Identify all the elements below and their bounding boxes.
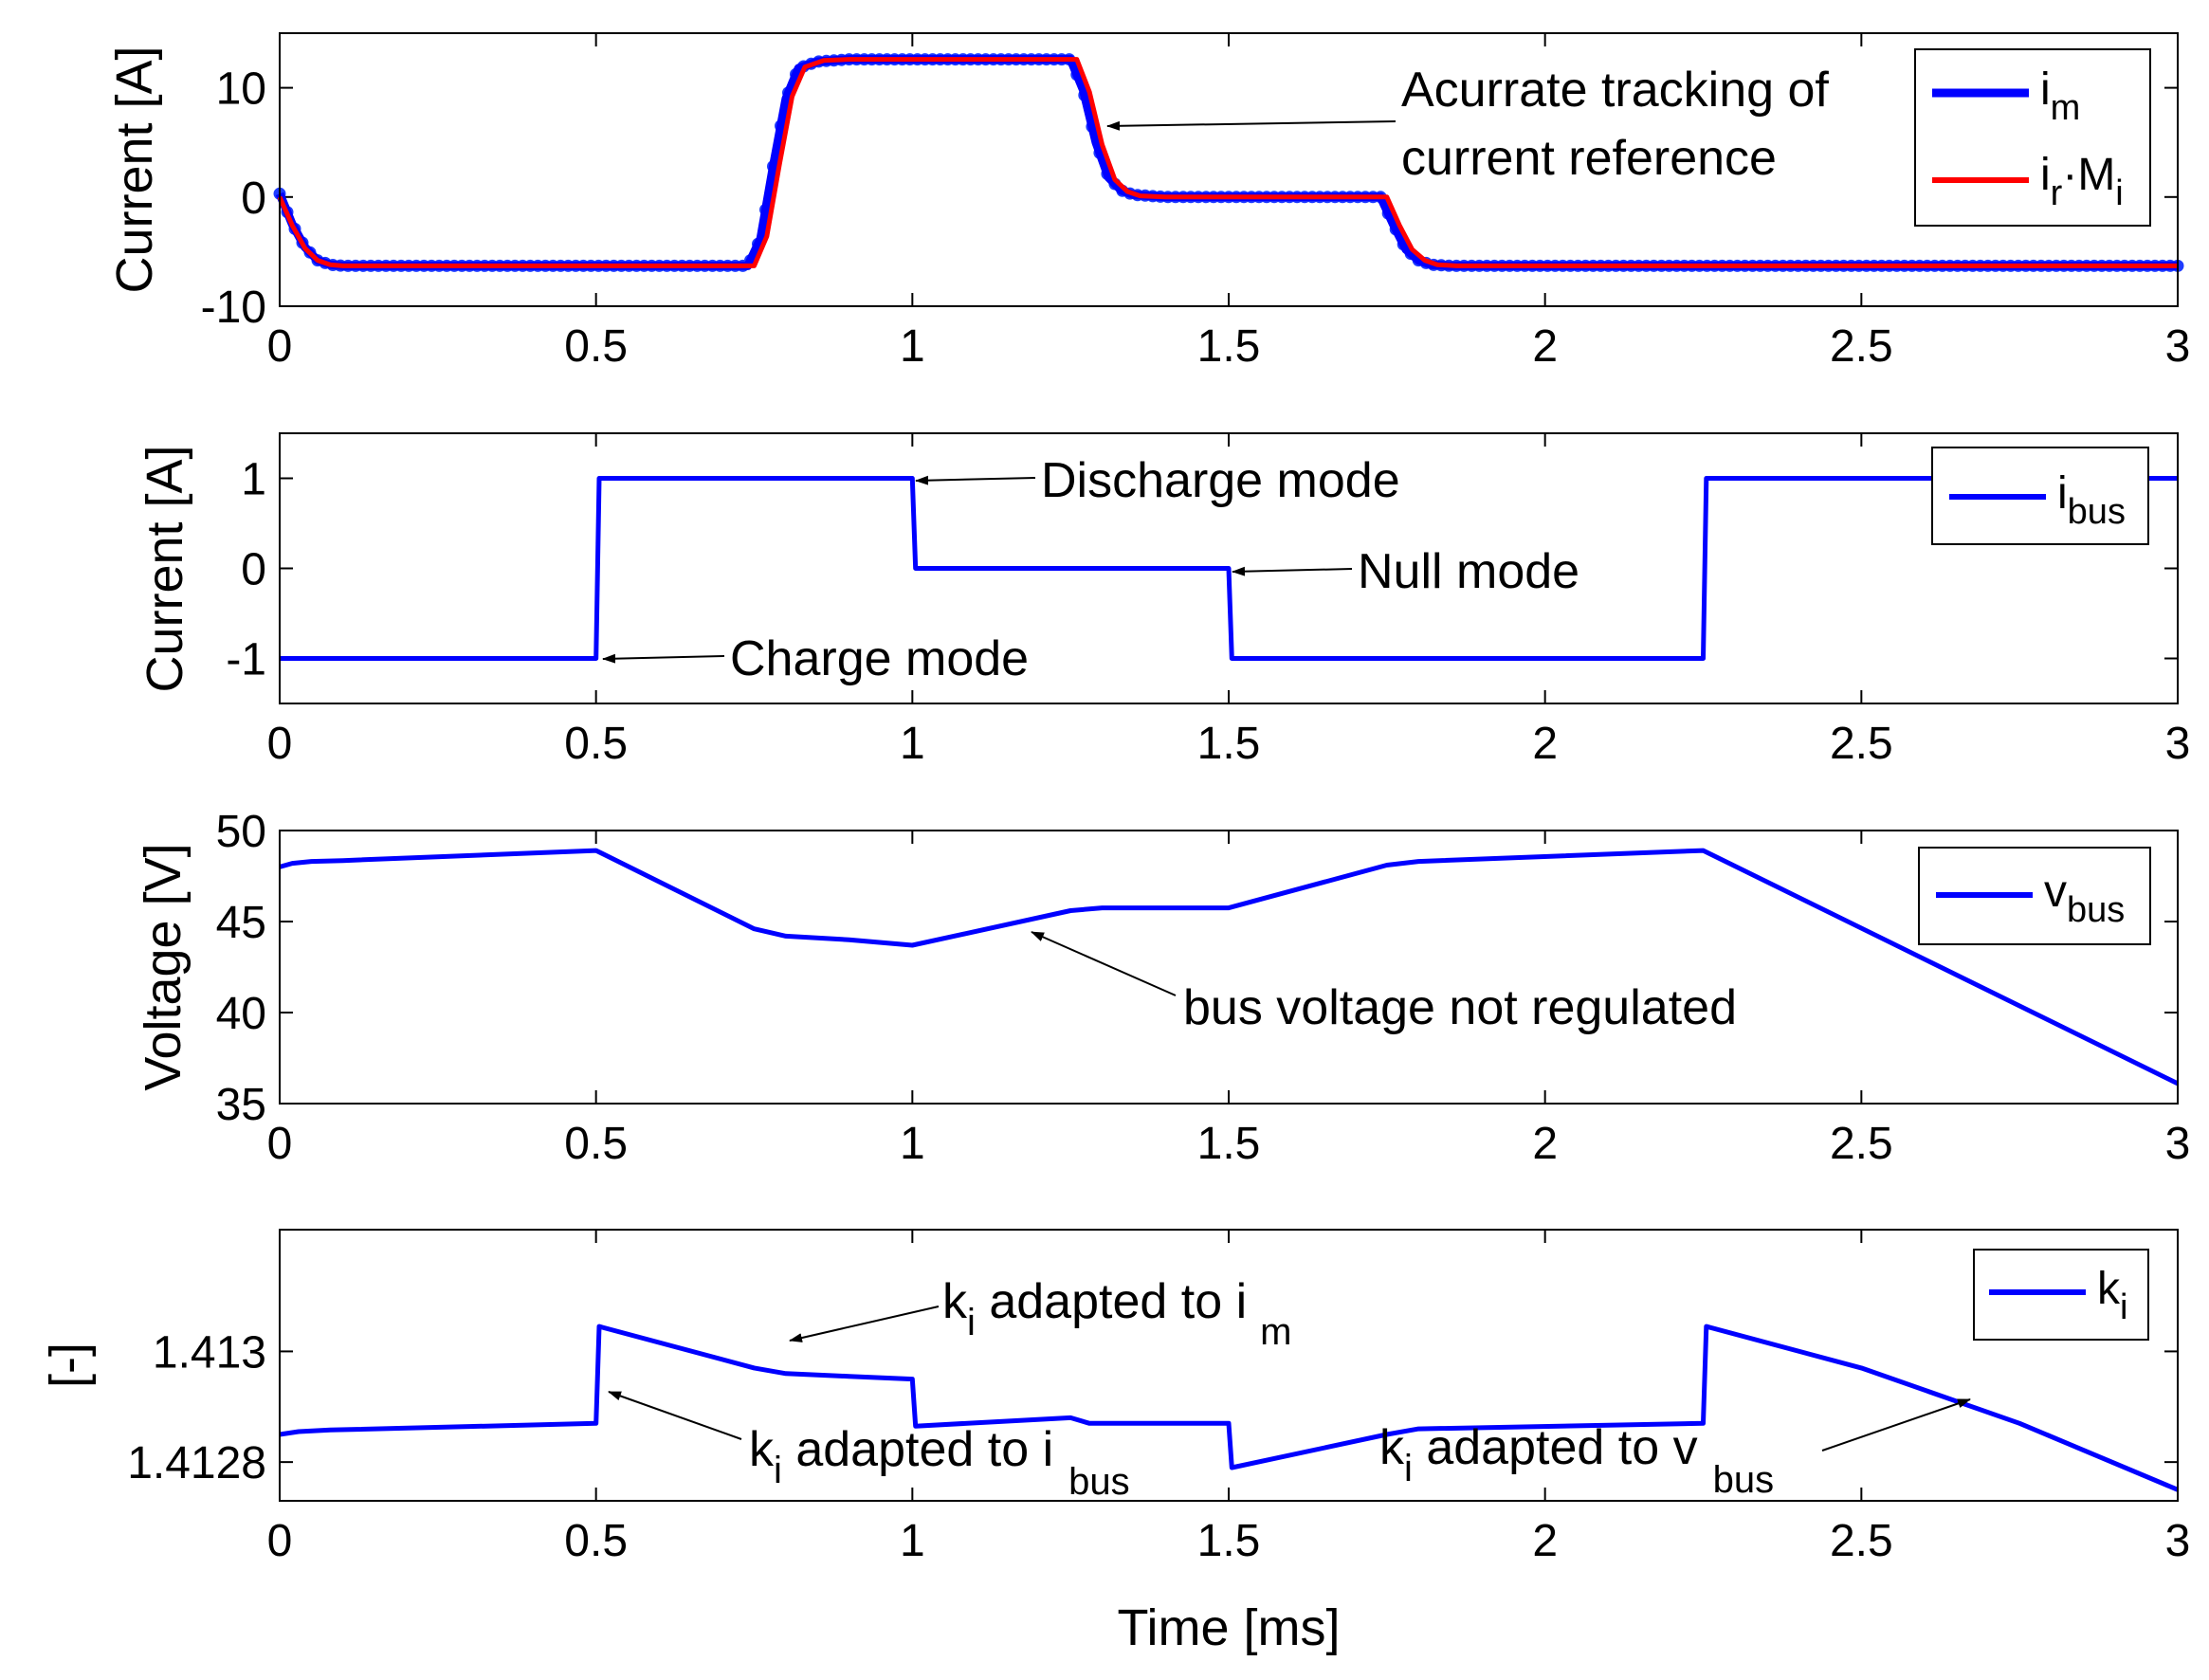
annotation-ki-adapted-im: ki adapted to im bbox=[942, 1274, 1291, 1353]
series-group-bus-voltage bbox=[279, 848, 2180, 1087]
panel-bus-voltage: 0 0.5 1 1.5 2 2.5 3 35 40 45 50 Voltage [V] vbus b… bbox=[135, 807, 2190, 1169]
x-tick-label: 2.5 bbox=[1830, 719, 1893, 769]
axes-box bbox=[279, 830, 2179, 1105]
annotation-arrow-charge bbox=[602, 653, 725, 664]
annotation-ki-adapted-vbus: ki adapted to vbus bbox=[1379, 1420, 1774, 1501]
x-tick-label: 0 bbox=[267, 321, 293, 372]
x-tick-label: 2 bbox=[1532, 719, 1558, 769]
y-tick-label: -10 bbox=[201, 283, 266, 333]
annotation-tracking-line2: current reference bbox=[1401, 131, 1777, 186]
y-tick-label: 40 bbox=[216, 989, 266, 1039]
legend-label-i-m: im bbox=[2040, 64, 2080, 128]
annotation-charge-mode: Charge mode bbox=[730, 631, 1029, 686]
legend-box bbox=[1914, 48, 2151, 227]
series-line-v_bus bbox=[279, 848, 2180, 1087]
axes-box bbox=[279, 432, 2179, 704]
x-tick-label: 1.5 bbox=[1197, 321, 1261, 372]
series-group-bus-current bbox=[280, 476, 2178, 661]
annotation-bus-voltage: bus voltage not regulated bbox=[1183, 980, 1737, 1035]
series-line-k_i bbox=[279, 1324, 2179, 1492]
x-tick-label: 3 bbox=[2165, 321, 2191, 372]
annotation-ki-adapted-ibus: ki adapted to ibus bbox=[749, 1422, 1130, 1503]
x-tick-label: 3 bbox=[2165, 719, 2191, 769]
annotation-arrow-tracking bbox=[1106, 120, 1397, 131]
series-line-i_m bbox=[275, 55, 2178, 270]
legend-label-i-bus: ibus bbox=[2057, 468, 2126, 532]
legend: im ir·Mi bbox=[1914, 48, 2151, 227]
x-tick-label: 1.5 bbox=[1197, 1516, 1261, 1566]
y-tick-label: 10 bbox=[216, 64, 266, 115]
annotation-null-mode: Null mode bbox=[1358, 544, 1579, 599]
legend: vbus bbox=[1918, 847, 2151, 945]
annotation-arrow-ki-im bbox=[789, 1306, 940, 1342]
y-tick-label: 1.4128 bbox=[127, 1438, 266, 1488]
annotation-arrow-null bbox=[1232, 566, 1353, 576]
x-tick-label: 2.5 bbox=[1830, 1516, 1893, 1566]
x-tick-label: 1 bbox=[900, 321, 925, 372]
x-axis-label: Time [ms] bbox=[1118, 1599, 1341, 1656]
x-tick-label: 0 bbox=[267, 1119, 293, 1169]
y-tick-label: -1 bbox=[226, 635, 266, 685]
legend-label-k-i: ki bbox=[2097, 1264, 2127, 1327]
x-tick-label: 0 bbox=[267, 1516, 293, 1566]
series-group-ki bbox=[279, 1324, 2179, 1492]
annotation-tracking-line1: Acurrate tracking of bbox=[1401, 63, 1829, 118]
x-tick-label: 1 bbox=[900, 1516, 925, 1566]
series-line-i_r·M_i bbox=[277, 57, 2178, 268]
legend-label-v-bus: vbus bbox=[2044, 867, 2125, 930]
axes-box bbox=[279, 32, 2179, 307]
x-tick-label: 1 bbox=[900, 719, 925, 769]
x-tick-label: 0.5 bbox=[564, 1119, 628, 1169]
x-tick-label: 2 bbox=[1532, 1516, 1558, 1566]
x-tick-label: 0.5 bbox=[564, 719, 628, 769]
y-tick-label: 35 bbox=[216, 1080, 266, 1130]
axes-box bbox=[279, 1229, 2179, 1502]
y-axis-label: Current [A] bbox=[106, 46, 163, 293]
panel-ki: 0 0.5 1 1.5 2 2.5 3 1.4128 1.413 [-] Time [ms] k… bbox=[40, 1229, 2191, 1656]
x-tick-label: 3 bbox=[2165, 1119, 2191, 1169]
y-tick-label: 1 bbox=[241, 455, 266, 505]
x-tick-label: 0.5 bbox=[564, 1516, 628, 1566]
x-tick-label: 1.5 bbox=[1197, 719, 1261, 769]
series-markers-i_m bbox=[273, 53, 2184, 272]
y-tick-label: 1.413 bbox=[153, 1327, 266, 1378]
x-tick-label: 3 bbox=[2165, 1516, 2191, 1566]
annotation-discharge-mode: Discharge mode bbox=[1041, 453, 1400, 508]
x-tick-label: 1.5 bbox=[1197, 1119, 1261, 1169]
y-axis-label: Voltage [V] bbox=[135, 843, 192, 1090]
annotation-arrow-ki-vbus bbox=[1821, 1398, 1971, 1452]
x-tick-label: 0 bbox=[267, 719, 293, 769]
x-tick-label: 2.5 bbox=[1830, 1119, 1893, 1169]
y-tick-label: 0 bbox=[241, 545, 266, 595]
x-tick-label: 2 bbox=[1532, 1119, 1558, 1169]
x-tick-label: 2 bbox=[1532, 321, 1558, 372]
annotation-arrow-bus-voltage bbox=[1031, 931, 1177, 996]
legend: ki bbox=[1973, 1249, 2149, 1341]
series-line-i_bus bbox=[280, 476, 2178, 661]
annotation-arrow-discharge bbox=[915, 475, 1036, 485]
legend: ibus bbox=[1931, 447, 2149, 545]
legend-label-i-r: ir·Mi bbox=[2040, 150, 2124, 213]
annotation-arrow-ki-ibus bbox=[608, 1391, 742, 1440]
x-tick-label: 2.5 bbox=[1830, 321, 1893, 372]
x-tick-label: 0.5 bbox=[564, 321, 628, 372]
y-tick-label: 45 bbox=[216, 898, 266, 948]
x-tick-label: 1 bbox=[900, 1119, 925, 1169]
y-axis-label: [-] bbox=[40, 1342, 97, 1388]
panel-bus-current: 0 0.5 1 1.5 2 2.5 3-101 Current [A] ibus Disch… bbox=[137, 432, 2191, 769]
y-tick-label: 50 bbox=[216, 807, 266, 857]
y-axis-label: Current [A] bbox=[137, 445, 193, 692]
y-tick-label: 0 bbox=[241, 173, 266, 224]
series-group-current bbox=[273, 53, 2184, 272]
